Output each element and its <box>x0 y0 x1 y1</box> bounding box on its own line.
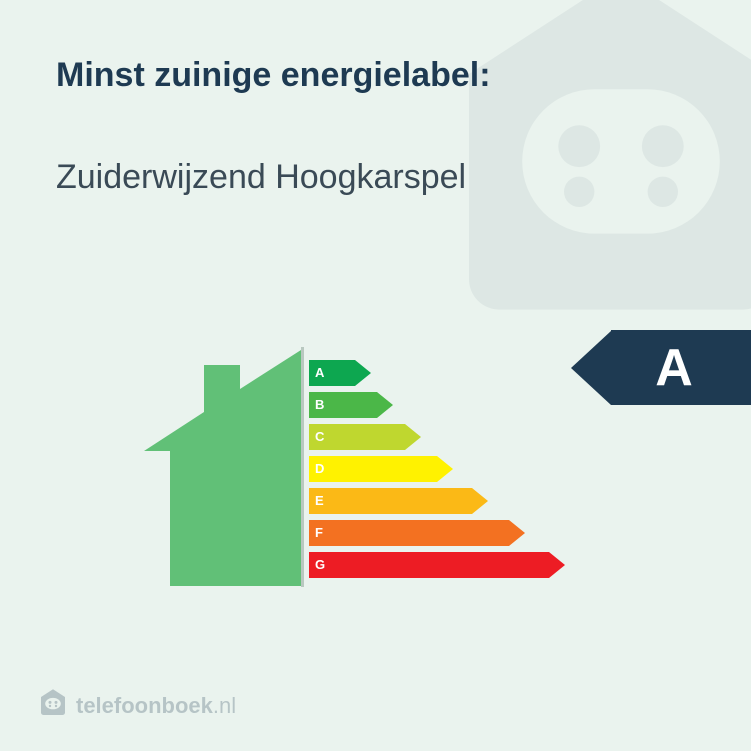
brand-text: telefoonboek.nl <box>76 693 236 719</box>
bar-arrowhead <box>405 424 421 450</box>
rating-letter: A <box>655 338 693 398</box>
bar-arrowhead <box>509 520 525 546</box>
title: Minst zuinige energielabel: <box>56 56 491 95</box>
subtitle: Zuiderwijzend Hoogkarspel <box>56 158 466 197</box>
bar-arrowhead <box>437 456 453 482</box>
rating-arrow <box>571 331 611 405</box>
bar-label: B <box>315 392 324 418</box>
bar-arrowhead <box>549 552 565 578</box>
bar-body <box>309 456 437 482</box>
bar-label: C <box>315 424 324 450</box>
rating-badge: A <box>571 330 751 405</box>
bar-arrowhead <box>377 392 393 418</box>
bar-label: D <box>315 456 324 482</box>
brand-tld: .nl <box>213 693 236 718</box>
background-watermark <box>431 0 751 345</box>
bar-arrowhead <box>472 488 488 514</box>
bar-label: G <box>315 552 325 578</box>
bar-label: A <box>315 360 324 386</box>
footer-brand: telefoonboek.nl <box>38 688 236 723</box>
bar-body <box>309 520 509 546</box>
bar-body <box>309 552 549 578</box>
bar-label: E <box>315 488 324 514</box>
house-icon <box>126 350 301 586</box>
brand-icon <box>38 688 68 723</box>
bar-body <box>309 488 472 514</box>
rating-body: A <box>611 330 751 405</box>
energy-label-chart: ABCDEFG <box>126 350 626 610</box>
bar-arrowhead <box>355 360 371 386</box>
bar-label: F <box>315 520 323 546</box>
chart-divider <box>301 347 304 587</box>
brand-name: telefoonboek <box>76 693 213 718</box>
